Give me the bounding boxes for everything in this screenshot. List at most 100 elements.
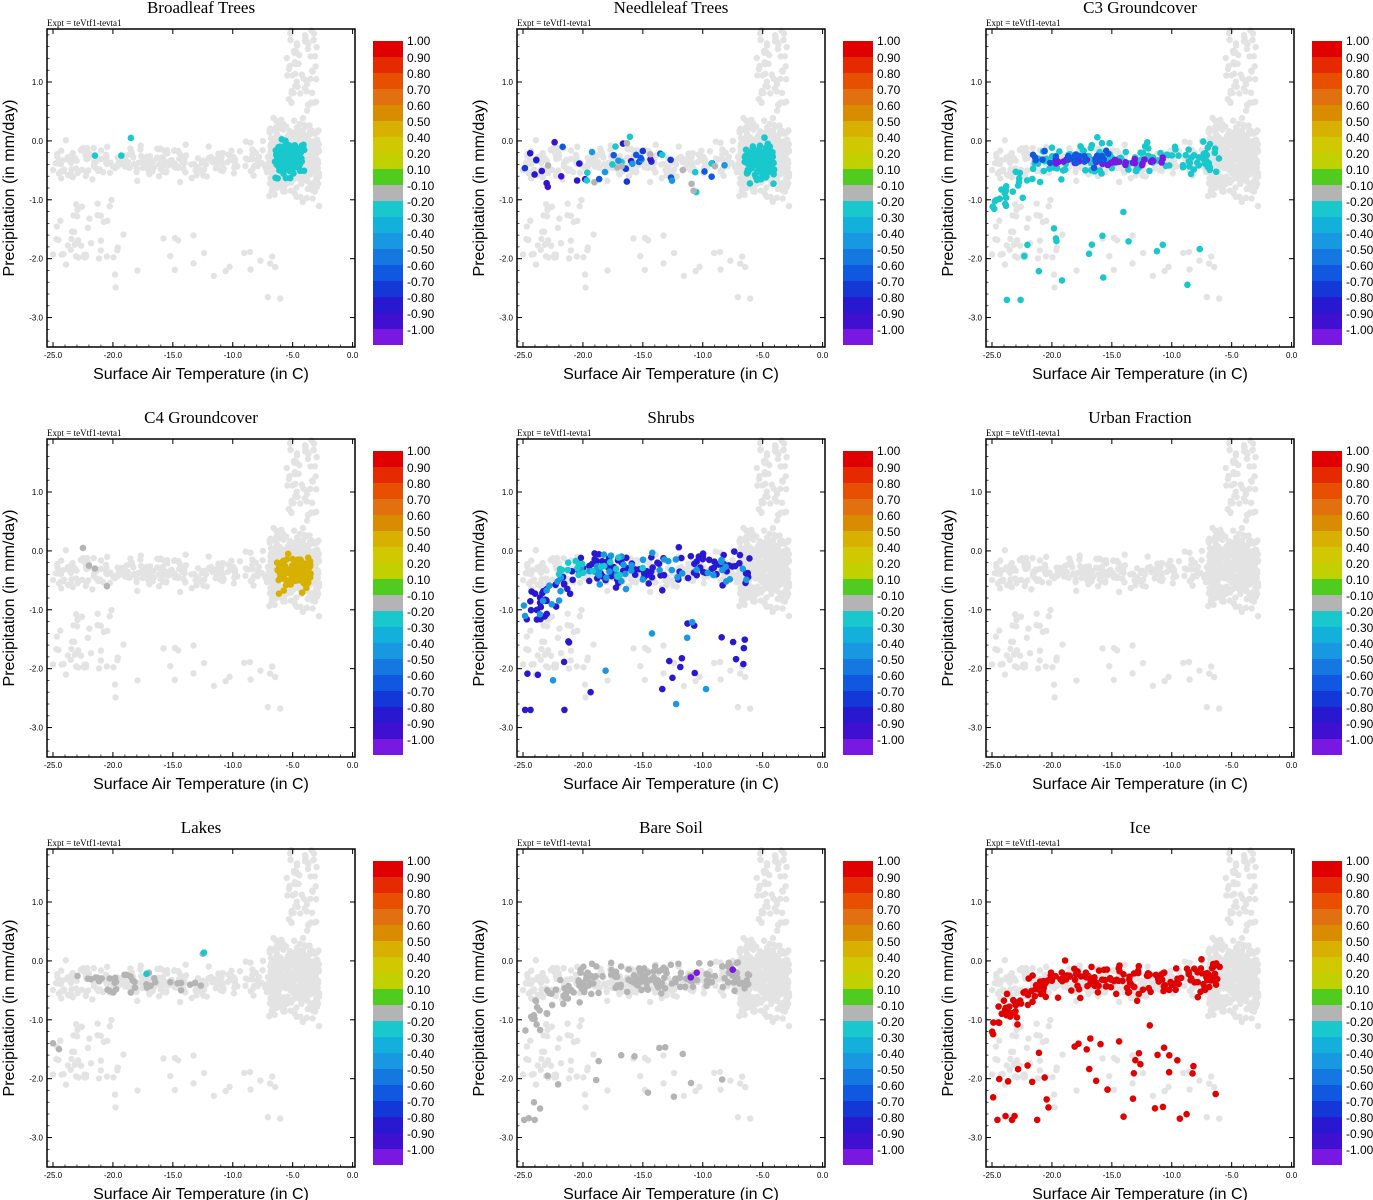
data-point — [767, 90, 774, 97]
colorbar-swatch — [373, 691, 403, 707]
y-tick-label: 1.0 — [32, 488, 44, 497]
data-point — [94, 610, 101, 617]
data-point — [310, 440, 318, 447]
data-point — [308, 181, 315, 189]
data-point — [313, 508, 320, 515]
data-point — [72, 650, 79, 658]
x-tick-label: 0.0 — [817, 351, 829, 360]
data-point — [1001, 261, 1009, 268]
data-point — [1110, 234, 1118, 242]
x-tick-label: 0.0 — [1286, 351, 1298, 360]
y-tick-label: -3.0 — [29, 724, 43, 733]
colorbar-swatch — [373, 531, 403, 547]
data-point — [1040, 167, 1048, 175]
y-tick-label: -1.0 — [29, 196, 43, 205]
data-point — [199, 157, 207, 165]
data-point — [785, 127, 792, 134]
data-point — [1247, 89, 1255, 97]
data-point — [315, 537, 322, 544]
data-point — [553, 555, 560, 562]
data-point — [1204, 163, 1212, 171]
data-point — [1212, 123, 1219, 131]
data-point — [125, 574, 132, 581]
data-point — [68, 645, 75, 653]
data-point — [112, 284, 119, 291]
data-point — [1231, 83, 1238, 90]
data-point — [598, 148, 605, 156]
data-point — [1025, 215, 1032, 222]
data-point — [1158, 167, 1166, 175]
data-point — [1079, 146, 1087, 154]
colorbar-swatch — [373, 57, 403, 73]
data-point — [1022, 145, 1029, 152]
data-point — [159, 578, 167, 585]
data-point — [528, 557, 535, 564]
data-point — [716, 248, 724, 256]
data-point — [182, 141, 189, 148]
data-point — [1024, 241, 1031, 249]
data-point — [573, 253, 581, 260]
colorbar: 1.000.900.800.700.600.500.400.200.10-0.1… — [373, 444, 435, 755]
data-point — [55, 236, 62, 244]
colorbar-swatch — [843, 73, 873, 89]
data-point — [717, 139, 724, 146]
data-point — [1094, 134, 1101, 141]
data-point — [146, 153, 154, 160]
data-point — [308, 537, 316, 544]
colorbar-label: 0.40 — [407, 131, 431, 145]
data-point — [991, 159, 999, 167]
data-point — [62, 547, 70, 554]
data-point — [770, 166, 778, 173]
data-point — [1073, 177, 1080, 185]
data-point — [274, 566, 281, 574]
expt-label: Expt = teVtf1-tevta1 — [517, 428, 592, 438]
data-point — [283, 464, 291, 472]
data-point — [176, 178, 184, 186]
data-point — [87, 649, 95, 657]
colorbar-swatch — [373, 723, 403, 739]
data-point — [1009, 155, 1016, 163]
data-point — [271, 135, 278, 142]
data-point — [81, 664, 88, 671]
data-point — [1251, 63, 1258, 70]
data-point — [1241, 150, 1249, 157]
data-point — [559, 143, 566, 151]
colorbar-label: 0.60 — [1346, 99, 1370, 113]
data-point — [1019, 194, 1027, 202]
data-point — [267, 148, 274, 155]
colorbar-label: 0.80 — [1346, 67, 1370, 81]
data-point — [153, 564, 161, 571]
colorbar-swatch — [1312, 297, 1342, 313]
colorbar-swatch — [373, 627, 403, 643]
data-point — [584, 169, 591, 176]
data-point — [1203, 293, 1211, 301]
data-point — [1002, 183, 1010, 190]
data-point — [53, 633, 61, 640]
data-point — [1234, 60, 1241, 68]
data-point — [310, 447, 317, 454]
data-point — [1011, 240, 1018, 248]
data-point — [691, 168, 699, 176]
data-point — [706, 148, 714, 155]
data-point — [553, 152, 560, 160]
colorbar-label: 0.40 — [1346, 131, 1370, 145]
data-point — [247, 167, 254, 175]
data-point — [773, 80, 781, 88]
data-point — [110, 664, 117, 671]
data-point — [283, 54, 291, 62]
data-point — [64, 242, 72, 249]
data-point — [999, 168, 1006, 175]
colorbar-label: -0.40 — [407, 227, 435, 241]
data-point — [259, 557, 266, 564]
colorbar-label: -0.90 — [407, 307, 435, 321]
colorbar-swatch — [373, 201, 403, 217]
data-point — [1002, 194, 1010, 201]
expt-label: Expt = teVtf1-tevta1 — [517, 18, 592, 28]
data-point — [84, 634, 92, 642]
data-point — [534, 242, 542, 249]
data-point — [108, 606, 115, 614]
colorbar-swatch — [373, 467, 403, 483]
data-point — [576, 160, 583, 167]
data-point — [557, 173, 565, 180]
data-point — [567, 237, 575, 244]
